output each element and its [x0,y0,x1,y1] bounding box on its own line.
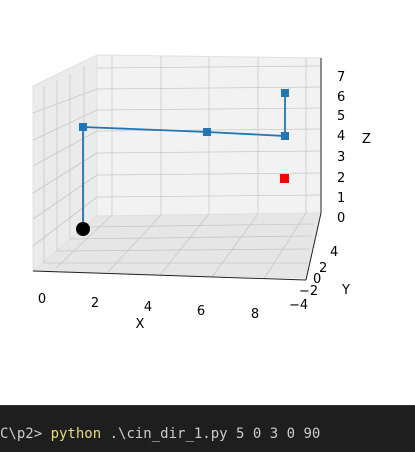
x-axis-label: X [136,317,145,332]
terminal-prompt: C\p2> [0,426,51,442]
z-tick: 2 [337,171,345,186]
robot-arm-3d-plot: 0 2 4 6 8 X 4 2 0 −2 −4 Y 0 1 2 3 4 5 6 … [31,54,371,332]
y-tick: 2 [319,261,327,276]
x-tick: 6 [197,304,205,319]
base-marker [76,222,90,236]
z-tick: 6 [337,90,345,105]
y-tick-labels: 4 2 0 −2 −4 [289,245,338,313]
axis-lines [32,58,322,281]
terminal-command: python [50,426,102,442]
joint-marker [203,128,211,136]
x-tick-labels: 0 2 4 6 8 [38,292,259,322]
z-tick: 4 [337,129,345,144]
terminal-args: .\cin_dir_1.py 5 0 3 0 90 [101,426,321,442]
y-tick: −4 [289,298,308,313]
z-axis-label: Z [362,132,371,147]
joint-marker [79,123,87,131]
x-tick: 8 [251,307,259,322]
y-tick: 4 [330,245,338,260]
terminal-panel[interactable]: C\p2> python .\cin_dir_1.py 5 0 3 0 90 [0,405,415,452]
z-tick: 5 [337,109,345,124]
end-effector-marker [280,174,289,183]
z-tick: 0 [337,211,345,226]
y-axis-label: Y [341,283,350,298]
joint-marker [281,132,289,140]
z-tick: 7 [337,70,345,85]
joint-marker [281,89,289,97]
z-tick-labels: 0 1 2 3 4 5 6 7 [337,70,345,226]
x-tick: 4 [144,300,152,315]
terminal-command-line[interactable]: C\p2> python .\cin_dir_1.py 5 0 3 0 90 [0,426,320,442]
y-tick: 0 [313,272,321,287]
y-tick: −2 [299,284,318,299]
arm-links [76,89,289,236]
z-tick: 1 [337,191,345,206]
x-tick: 0 [38,292,46,307]
z-tick: 3 [337,150,345,165]
x-tick: 2 [91,296,99,311]
